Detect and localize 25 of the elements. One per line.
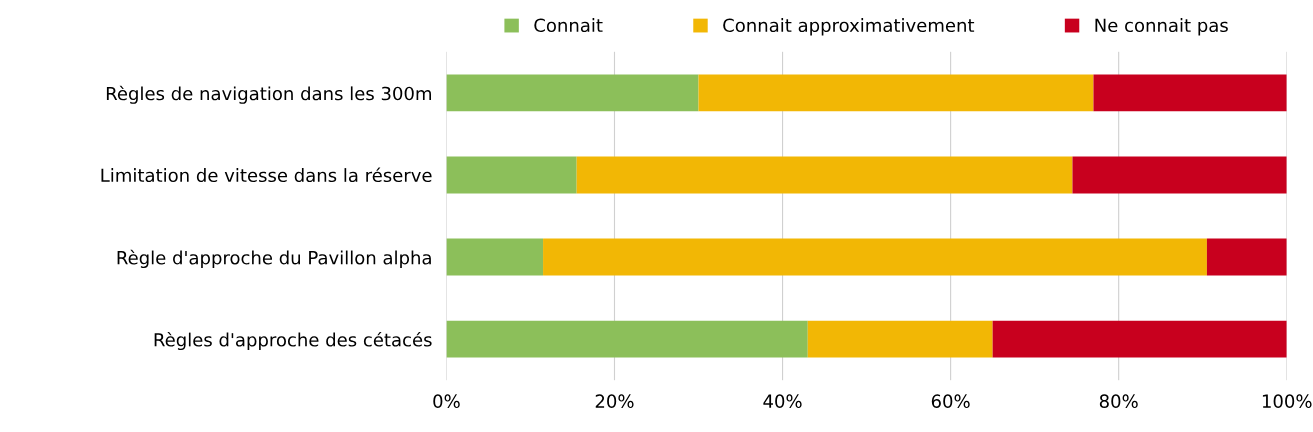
x-tick-label: 40% [763, 394, 802, 409]
bar [446, 156, 577, 194]
y-tick-label: Règles d'approche des cétacés [154, 331, 432, 351]
legend-label: Connait approximativement [723, 18, 975, 36]
x-tick-label: 100% [1262, 394, 1312, 409]
bar [446, 74, 699, 112]
legend-label: Ne connait pas [1095, 18, 1228, 36]
x-tick-label: 0% [433, 394, 460, 409]
x-tick-label: 60% [931, 394, 970, 409]
x-tick-label: 20% [595, 394, 634, 409]
bar [992, 320, 1287, 358]
bar [576, 156, 1073, 194]
bar [446, 320, 808, 358]
bar [1093, 74, 1287, 112]
bar [446, 238, 544, 276]
bar [543, 238, 1207, 276]
bar [1072, 156, 1287, 194]
y-tick-label: Limitation de vitesse dans la réserve [101, 167, 432, 183]
y-tick-label: Règle d'approche du Pavillon alpha [117, 249, 431, 269]
bar [698, 74, 1094, 112]
bar [1206, 238, 1287, 276]
x-tick-label: 80% [1099, 394, 1138, 409]
y-tick-label: Règles de navigation dans les 300m [106, 85, 431, 104]
legend-label: Connait [534, 18, 603, 33]
bar [807, 320, 993, 358]
